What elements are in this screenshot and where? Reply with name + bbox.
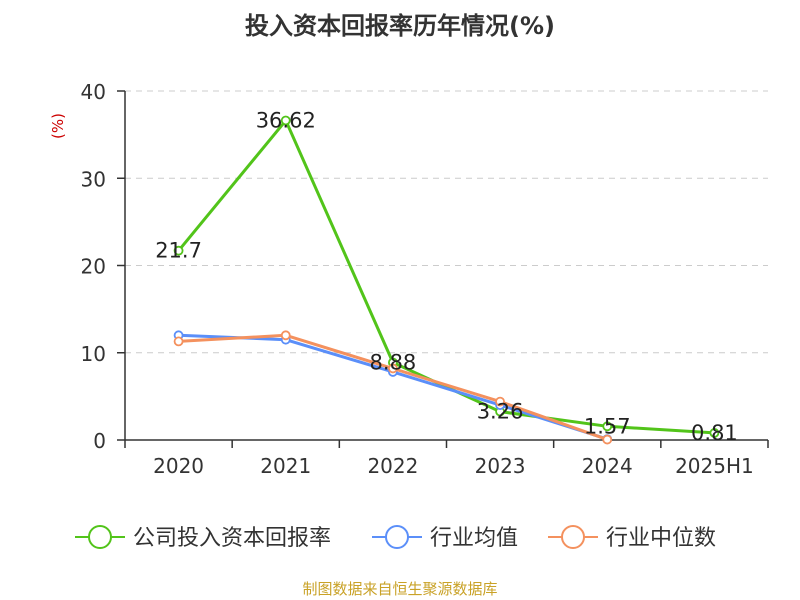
series xyxy=(173,115,720,445)
data-point-s2-2021 xyxy=(280,330,291,341)
x-tick-label-2023: 2023 xyxy=(475,454,526,478)
data-label-2020: 21.7 xyxy=(155,239,202,263)
y-axis-label: (%) xyxy=(49,113,67,139)
data-label-2025H1: 0.81 xyxy=(691,421,738,445)
y-tick-label-30: 30 xyxy=(81,167,106,191)
data-point-s2-2024 xyxy=(602,434,613,445)
legend-label-0[interactable]: 公司投入资本回报率 xyxy=(133,526,331,551)
legend-label-1[interactable]: 行业均值 xyxy=(430,526,518,551)
data-point-s0-2025H1 xyxy=(709,428,720,438)
x-tick-label-2022: 2022 xyxy=(367,454,418,478)
x-tick-label-2021: 2021 xyxy=(260,454,311,478)
data-label-2023: 3.26 xyxy=(477,400,524,424)
x-tick-label-2020: 2020 xyxy=(153,454,204,478)
y-tick-label-0: 0 xyxy=(93,429,106,453)
data-point-s2-2023 xyxy=(495,396,505,407)
data-label-2024: 1.57 xyxy=(584,414,631,438)
data-point-s2-2022 xyxy=(388,363,398,374)
data-point-s0-2024 xyxy=(602,421,613,432)
legend-marker-1[interactable] xyxy=(385,525,409,549)
y-tick-label-40: 40 xyxy=(81,80,106,104)
gridlines xyxy=(125,90,768,354)
legend-label-2[interactable]: 行业中位数 xyxy=(606,526,716,551)
source-note: 制图数据来自恒生聚源数据库 xyxy=(302,580,498,598)
legend-marker-2[interactable] xyxy=(561,525,585,549)
chart-title: 投入资本回报率历年情况(%) xyxy=(245,12,555,40)
x-tick-label-2024: 2024 xyxy=(582,454,633,478)
data-label-2021: 36.62 xyxy=(256,108,316,132)
y-tick-label-10: 10 xyxy=(81,342,106,366)
data-point-s0-2020 xyxy=(173,245,184,256)
legend[interactable]: 公司投入资本回报率 行业均值 行业中位数 xyxy=(75,525,716,551)
data-point-s2-2020 xyxy=(173,336,184,347)
y-tick-label-20: 20 xyxy=(81,255,106,279)
data-labels: 21.7 36.62 8.88 3.26 1.57 0.81 xyxy=(155,108,738,444)
x-tick-label-2025H1: 2025H1 xyxy=(675,454,754,478)
data-label-2022: 8.88 xyxy=(370,351,417,375)
data-point-s0-2021 xyxy=(280,115,291,126)
axes: 0 10 20 30 40 2020 2021 2022 2023 2024 2025H1 (%) xyxy=(49,80,769,478)
legend-marker-0[interactable] xyxy=(88,525,112,549)
